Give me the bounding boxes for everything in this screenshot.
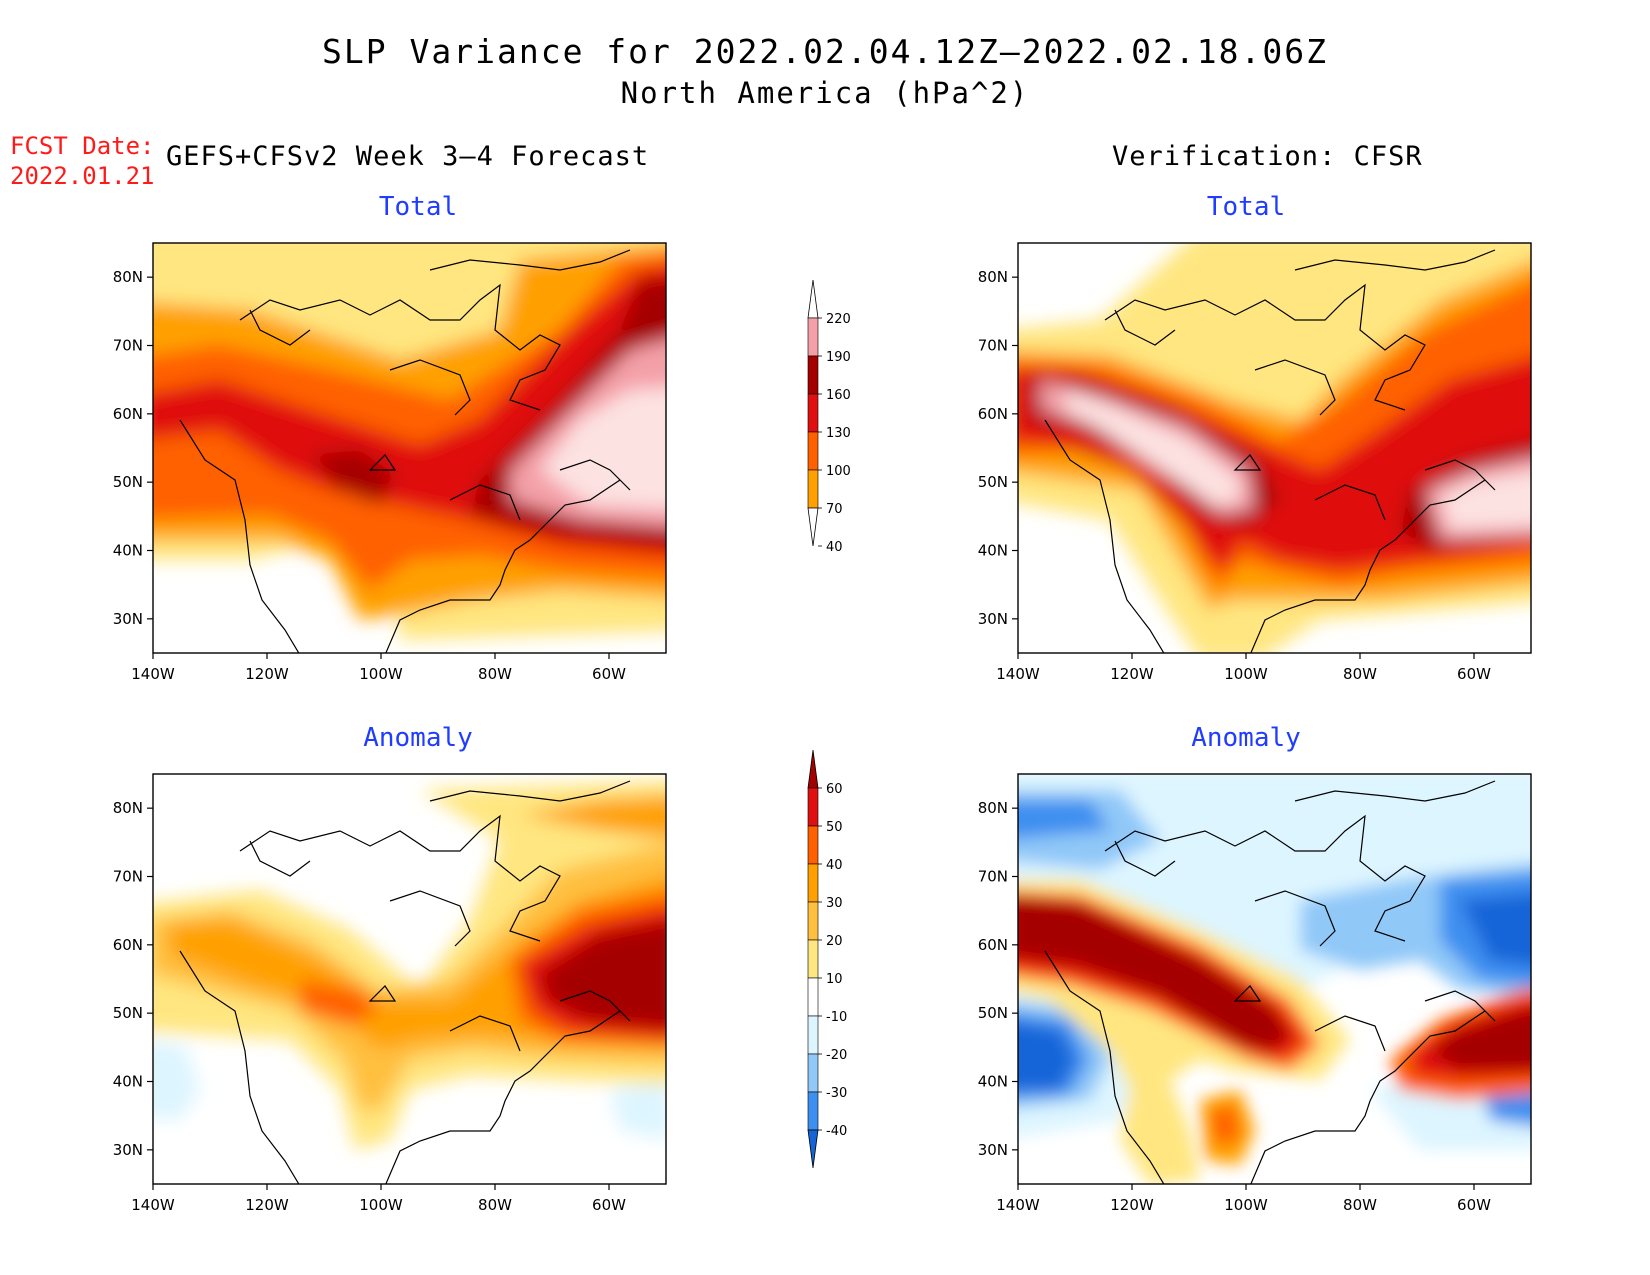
lon-tick-label: 120W: [245, 1196, 289, 1214]
lon-tick-label: 80W: [478, 665, 512, 683]
colorbar-label: -10: [826, 1010, 847, 1025]
lon-tick-label: 140W: [131, 1196, 175, 1214]
colorbar-label: 190: [826, 350, 851, 365]
lat-tick-label: 80N: [113, 268, 143, 286]
colorbar-label: 10: [826, 972, 843, 987]
lon-tick-label: 60W: [592, 1196, 626, 1214]
lat-tick-label: 50N: [978, 1004, 1008, 1022]
colorbar-top-cap: [807, 749, 819, 789]
forecast-anomaly-title: Anomaly: [363, 723, 473, 753]
main-subtitle: North America (hPa^2): [620, 76, 1030, 110]
colorbar-label: 60: [826, 782, 843, 797]
lat-tick-label: 40N: [978, 542, 1008, 560]
lat-tick-label: 80N: [978, 799, 1008, 817]
colorbar-label: 40: [826, 858, 843, 873]
colorbar-segment: [807, 901, 819, 941]
fcst-date-value: 2022.01.21: [10, 162, 155, 190]
colorbar-label: -40: [826, 1124, 847, 1139]
lon-tick-label: 100W: [1224, 1196, 1268, 1214]
colorbar-segment: [807, 317, 819, 357]
lon-tick-label: 100W: [359, 1196, 403, 1214]
colorbar-label: 220: [826, 312, 851, 327]
anomaly-colorbar: -40 -30 -20 -10 10 20 30 40 50 60: [807, 749, 847, 1169]
lat-tick-label: 30N: [113, 1141, 143, 1159]
fcst-date-label: FCST Date:: [10, 132, 155, 160]
total-colorbar: 40 70 100 130 160 190 220: [807, 279, 851, 555]
lat-tick-label: 80N: [978, 268, 1008, 286]
colorbar-segment: [807, 825, 819, 865]
colorbar-segment: [807, 355, 819, 395]
lat-tick-label: 40N: [978, 1073, 1008, 1091]
lat-tick-label: 50N: [978, 473, 1008, 491]
lon-tick-label: 100W: [1224, 665, 1268, 683]
lat-tick-label: 70N: [113, 337, 143, 355]
colorbar-segment: [807, 977, 819, 1017]
forecast-total-title: Total: [378, 192, 458, 222]
lat-tick-label: 70N: [113, 868, 143, 886]
lat-tick-label: 30N: [978, 1141, 1008, 1159]
main-title: SLP Variance for 2022.02.04.12Z–2022.02.…: [322, 32, 1328, 71]
lon-tick-label: 80W: [1343, 1196, 1377, 1214]
colorbar-segment: [807, 1053, 819, 1093]
colorbar-segment: [807, 1091, 819, 1131]
verification-anomaly-title: Anomaly: [1191, 723, 1301, 753]
lat-tick-label: 60N: [113, 936, 143, 954]
colorbar-label: 30: [826, 896, 843, 911]
lat-tick-label: 60N: [113, 405, 143, 423]
lon-tick-label: 120W: [245, 665, 289, 683]
lon-tick-label: 100W: [359, 665, 403, 683]
lon-tick-label: 80W: [478, 1196, 512, 1214]
colorbar-segment: [807, 939, 819, 979]
colorbar-segment: [807, 431, 819, 471]
lon-tick-label: 60W: [592, 665, 626, 683]
lat-tick-label: 40N: [113, 1073, 143, 1091]
colorbar-bottom-cap: [807, 507, 819, 547]
colorbar-label: -20: [826, 1048, 847, 1063]
lon-tick-label: 140W: [996, 1196, 1040, 1214]
colorbar-segment: [807, 787, 819, 827]
verification-header: Verification: CFSR: [1112, 141, 1423, 172]
lon-tick-label: 80W: [1343, 665, 1377, 683]
lat-tick-label: 50N: [113, 473, 143, 491]
lat-tick-label: 70N: [978, 337, 1008, 355]
colorbar-label: 50: [826, 820, 843, 835]
forecast-header: GEFS+CFSv2 Week 3–4 Forecast: [166, 141, 650, 172]
colorbar-label: 160: [826, 388, 851, 403]
colorbar-bottom-cap: [807, 1129, 819, 1169]
verification-total-title: Total: [1206, 192, 1286, 222]
colorbar-label: 100: [826, 464, 851, 479]
colorbar-label: 40: [826, 540, 843, 555]
lon-tick-label: 120W: [1110, 1196, 1154, 1214]
colorbar-label: 20: [826, 934, 843, 949]
colorbar-label: -30: [826, 1086, 847, 1101]
colorbar-segment: [807, 1015, 819, 1055]
lon-tick-label: 140W: [996, 665, 1040, 683]
lat-tick-label: 30N: [113, 610, 143, 628]
lon-tick-label: 140W: [131, 665, 175, 683]
colorbar-label: 70: [826, 502, 843, 517]
lat-tick-label: 50N: [113, 1004, 143, 1022]
colorbar-segment: [807, 863, 819, 903]
lat-tick-label: 30N: [978, 610, 1008, 628]
lat-tick-label: 60N: [978, 405, 1008, 423]
lon-tick-label: 60W: [1457, 1196, 1491, 1214]
colorbar-segment: [807, 469, 819, 509]
lat-tick-label: 40N: [113, 542, 143, 560]
lat-tick-label: 80N: [113, 799, 143, 817]
lon-tick-label: 60W: [1457, 665, 1491, 683]
lat-tick-label: 70N: [978, 868, 1008, 886]
lat-tick-label: 60N: [978, 936, 1008, 954]
lon-tick-label: 120W: [1110, 665, 1154, 683]
colorbar-segment: [807, 393, 819, 433]
colorbar-label: 130: [826, 426, 851, 441]
colorbar-top-cap: [807, 279, 819, 319]
